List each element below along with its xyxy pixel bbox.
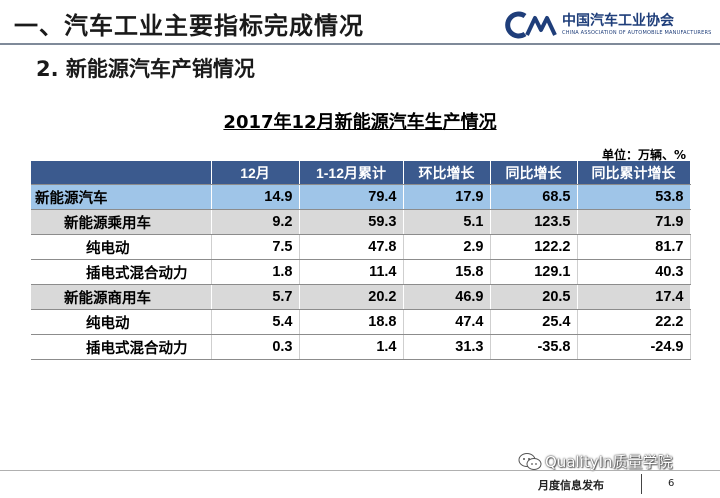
- table-title: 2017年12月新能源汽车生产情况: [223, 112, 497, 133]
- column-header: 环比增长: [403, 161, 491, 185]
- table-cell: 129.1: [490, 259, 578, 285]
- table-cell: 25.4: [490, 309, 578, 335]
- table-cell: 5.4: [211, 309, 300, 335]
- row-label: 纯电动: [31, 309, 212, 335]
- row-label: 新能源乘用车: [31, 209, 212, 235]
- table-cell: -35.8: [490, 334, 578, 360]
- table-cell: 18.8: [299, 309, 404, 335]
- table-cell: 20.5: [490, 284, 578, 310]
- caam-logo: 中国汽车工业协会 CHINA ASSOCIATION OF AUTOMOBILE…: [505, 8, 711, 42]
- table-cell: 9.2: [211, 209, 300, 235]
- table-row: 插电式混合动力 1.8 11.4 15.8 129.1 40.3: [31, 259, 691, 285]
- column-header: 同比增长: [490, 161, 578, 185]
- footer-divider: [641, 474, 642, 494]
- table-row: 纯电动 5.4 18.8 47.4 25.4 22.2: [31, 309, 691, 335]
- row-label: 纯电动: [31, 234, 212, 260]
- row-label: 新能源商用车: [31, 284, 212, 310]
- table-cell: 79.4: [299, 184, 404, 210]
- table-row: 新能源乘用车 9.2 59.3 5.1 123.5 71.9: [31, 209, 691, 235]
- table-cell: 122.2: [490, 234, 578, 260]
- table-cell: 22.2: [577, 309, 691, 335]
- table-row: 插电式混合动力 0.3 1.4 31.3 -35.8 -24.9: [31, 334, 691, 360]
- table-cell: 31.3: [403, 334, 491, 360]
- production-table: 12月 1-12月累计 环比增长 同比增长 同比累计增长 新能源汽车 14.9 …: [31, 161, 691, 360]
- table-cell: 7.5: [211, 234, 300, 260]
- header-rule: [0, 43, 720, 45]
- table-cell: 47.8: [299, 234, 404, 260]
- table-cell: 68.5: [490, 184, 578, 210]
- table-cell: 81.7: [577, 234, 691, 260]
- table-cell: 11.4: [299, 259, 404, 285]
- table-cell: 46.9: [403, 284, 491, 310]
- footer-text: 月度信息发布: [538, 479, 604, 492]
- table-cell: -24.9: [577, 334, 691, 360]
- watermark-text: QualityIn质量学院: [545, 453, 673, 471]
- footer-rule: [0, 470, 720, 471]
- table-cell: 2.9: [403, 234, 491, 260]
- table-cell: 17.9: [403, 184, 491, 210]
- row-label: 新能源汽车: [31, 184, 212, 210]
- row-label: 插电式混合动力: [31, 259, 212, 285]
- section-heading: 2. 新能源汽车产销情况: [36, 57, 255, 81]
- table-cell: 5.7: [211, 284, 300, 310]
- table-header-row: 12月 1-12月累计 环比增长 同比增长 同比累计增长: [31, 161, 691, 185]
- slide-heading: 一、汽车工业主要指标完成情况: [14, 12, 364, 40]
- column-header: 12月: [211, 161, 300, 185]
- table-cell: 5.1: [403, 209, 491, 235]
- table-cell: 47.4: [403, 309, 491, 335]
- unit-label: 单位：万辆、%: [601, 148, 686, 162]
- logo-subtext: CHINA ASSOCIATION OF AUTOMOBILE MANUFACT…: [562, 30, 712, 36]
- table-cell: 71.9: [577, 209, 691, 235]
- table-cell: 1.8: [211, 259, 300, 285]
- cam-logo-icon: [505, 11, 557, 39]
- table-cell: 15.8: [403, 259, 491, 285]
- logo-text: 中国汽车工业协会: [562, 13, 674, 29]
- row-label: 插电式混合动力: [31, 334, 212, 360]
- table-row: 纯电动 7.5 47.8 2.9 122.2 81.7: [31, 234, 691, 260]
- page-number: 6: [668, 478, 675, 489]
- table-cell: 123.5: [490, 209, 578, 235]
- table-cell: 59.3: [299, 209, 404, 235]
- table-cell: 0.3: [211, 334, 300, 360]
- column-header: [31, 161, 212, 185]
- table-cell: 20.2: [299, 284, 404, 310]
- table-cell: 1.4: [299, 334, 404, 360]
- table-cell: 40.3: [577, 259, 691, 285]
- table-cell: 14.9: [211, 184, 300, 210]
- wechat-icon: [518, 453, 542, 470]
- column-header: 1-12月累计: [299, 161, 404, 185]
- table-cell: 53.8: [577, 184, 691, 210]
- table-row: 新能源汽车 14.9 79.4 17.9 68.5 53.8: [31, 184, 691, 210]
- table-row: 新能源商用车 5.7 20.2 46.9 20.5 17.4: [31, 284, 691, 310]
- column-header: 同比累计增长: [577, 161, 691, 185]
- table-cell: 17.4: [577, 284, 691, 310]
